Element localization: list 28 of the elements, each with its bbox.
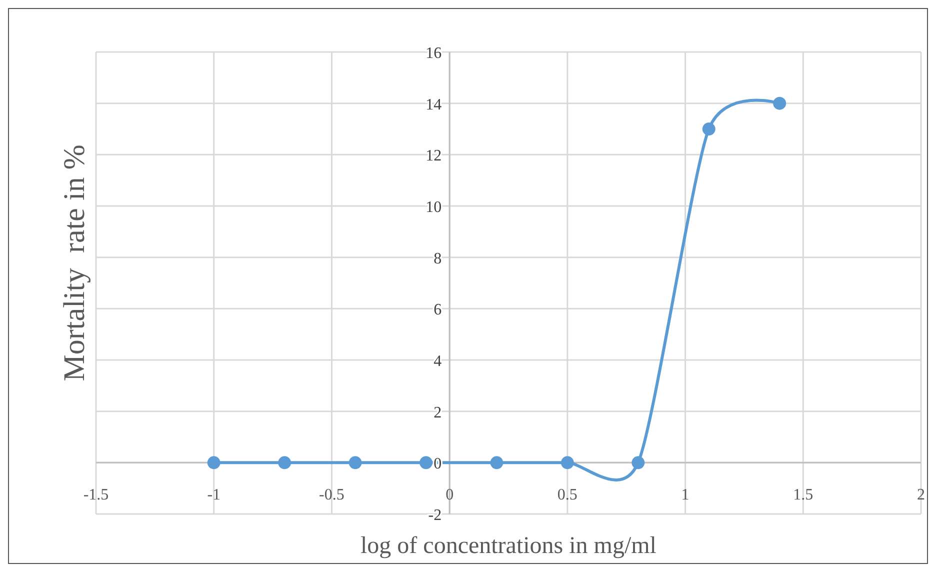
x-tick-label: -1.5: [83, 486, 109, 504]
point: [632, 456, 645, 470]
x-tick-label: 2: [917, 486, 925, 504]
point: [560, 456, 574, 470]
x-tick-label: 0: [446, 486, 454, 504]
y-tick-label: 14: [426, 96, 442, 114]
x-tick-label: 1: [681, 486, 690, 504]
point: [702, 122, 716, 136]
y-tick-label: 12: [426, 148, 442, 165]
y-tick-label: 8: [434, 250, 442, 268]
y-tick-label: 2: [434, 404, 442, 422]
y-tick-label: 4: [434, 353, 442, 370]
y-tick-label: -2: [428, 507, 442, 524]
x-tick-label: -1: [207, 486, 221, 504]
point: [348, 456, 362, 470]
point: [773, 96, 786, 110]
point: [490, 456, 504, 470]
y-tick-label: 10: [426, 199, 442, 216]
x-tick-label: 1.5: [793, 486, 814, 504]
y-tick-label: 6: [434, 302, 442, 319]
point: [278, 456, 292, 470]
point: [420, 456, 432, 470]
x-axis-title: log of concentrations in mg/ml: [360, 533, 657, 559]
x-tick-label: 0.5: [557, 486, 578, 504]
y-tick-label: 16: [426, 45, 442, 62]
x-tick-label: -0.5: [319, 486, 344, 504]
point: [207, 456, 220, 470]
y-axis-title: Mortality rate in %: [58, 144, 91, 382]
